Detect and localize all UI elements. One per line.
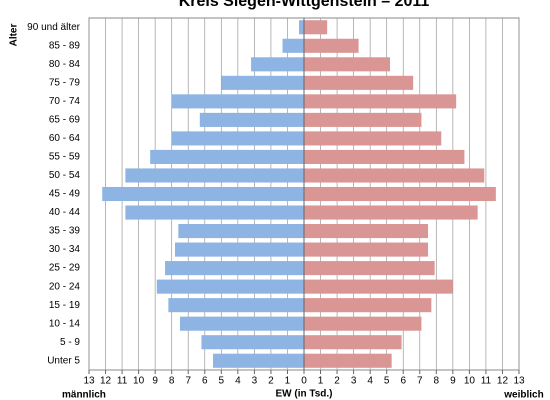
x-tick-label: 11: [117, 376, 128, 387]
x-tick-label: 10: [464, 376, 476, 387]
x-axis-label: EW (in Tsd.): [275, 389, 332, 400]
bar: [304, 186, 496, 202]
x-tick-label: 7: [185, 376, 191, 387]
bar: [102, 186, 304, 202]
y-tick-label: 40 - 44: [49, 207, 81, 218]
x-tick-label: 9: [152, 376, 158, 387]
bar: [304, 112, 422, 127]
y-tick-label: 30 - 34: [49, 244, 81, 255]
bar: [175, 242, 304, 257]
bar: [304, 298, 432, 313]
y-tick-label: 80 - 84: [49, 59, 81, 70]
bar: [304, 224, 429, 239]
bar: [304, 279, 453, 294]
bar: [150, 149, 304, 164]
bar: [165, 261, 304, 276]
bar: [304, 335, 402, 350]
bar: [221, 75, 304, 90]
y-tick-label: 5 - 9: [60, 337, 80, 348]
legend-left: männlich: [62, 390, 106, 400]
y-tick-label: 35 - 39: [49, 226, 81, 237]
y-tick-label: 65 - 69: [49, 115, 81, 126]
bar: [304, 261, 435, 276]
bar: [304, 38, 359, 53]
x-tick-label: 4: [235, 376, 241, 387]
bar: [156, 279, 304, 294]
x-tick-label: 3: [252, 376, 258, 387]
x-tick-label: 8: [169, 376, 175, 387]
bar: [304, 242, 429, 257]
chart-title: Kreis Siegen-Wittgenstein – 2011: [179, 0, 430, 10]
x-tick-label: 2: [268, 376, 274, 387]
bar: [304, 57, 390, 72]
bar: [304, 316, 422, 331]
x-tick-label: 8: [434, 376, 440, 387]
x-tick-label: 3: [351, 376, 357, 387]
bar: [125, 168, 304, 183]
bar: [304, 20, 328, 35]
bar: [304, 149, 465, 164]
y-tick-label: 85 - 89: [49, 40, 81, 51]
bar: [125, 205, 304, 220]
y-tick-label: 55 - 59: [49, 152, 81, 163]
bar: [299, 20, 304, 35]
bar: [178, 224, 304, 239]
bar: [179, 316, 304, 331]
x-tick-label: 6: [400, 376, 406, 387]
bar: [282, 38, 304, 53]
x-tick-label: 11: [481, 376, 492, 387]
x-tick-label: 9: [450, 376, 456, 387]
bar: [168, 298, 304, 313]
x-tick-label: 4: [367, 376, 373, 387]
bar: [304, 205, 478, 220]
x-tick-label: 13: [83, 376, 95, 387]
bar: [304, 353, 392, 368]
bar: [199, 112, 304, 127]
y-tick-label: 60 - 64: [49, 133, 81, 144]
x-tick-label: 5: [384, 376, 390, 387]
x-tick-label: 10: [133, 376, 145, 387]
x-tick-label: 12: [100, 376, 112, 387]
bar: [171, 131, 304, 146]
x-tick-label: 0: [301, 376, 307, 387]
y-tick-label: 90 und älter: [27, 22, 80, 33]
x-tick-label: 7: [417, 376, 423, 387]
bar: [251, 57, 304, 72]
bar: [213, 353, 304, 368]
bar: [304, 75, 414, 90]
x-tick-label: 12: [497, 376, 509, 387]
y-tick-label: 45 - 49: [49, 189, 81, 200]
bar: [201, 335, 304, 350]
bar: [304, 94, 457, 109]
x-tick-label: 13: [513, 376, 525, 387]
bar: [304, 168, 485, 183]
y-tick-label: 20 - 24: [49, 281, 81, 292]
bar: [304, 131, 442, 146]
x-tick-label: 5: [219, 376, 225, 387]
x-tick-label: 1: [285, 376, 291, 387]
y-tick-label: 25 - 29: [49, 263, 81, 274]
y-axis-label: Alter: [9, 24, 20, 47]
legend-right: weiblich: [503, 390, 543, 400]
y-tick-label: 50 - 54: [49, 170, 81, 181]
x-tick-label: 6: [202, 376, 208, 387]
x-tick-label: 1: [318, 376, 324, 387]
y-tick-label: 15 - 19: [49, 300, 81, 311]
y-tick-label: 10 - 14: [49, 318, 81, 329]
y-tick-label: 70 - 74: [49, 96, 81, 107]
bar: [171, 94, 304, 109]
y-tick-label: 75 - 79: [49, 77, 81, 88]
y-tick-label: Unter 5: [47, 355, 80, 366]
x-tick-label: 2: [334, 376, 340, 387]
